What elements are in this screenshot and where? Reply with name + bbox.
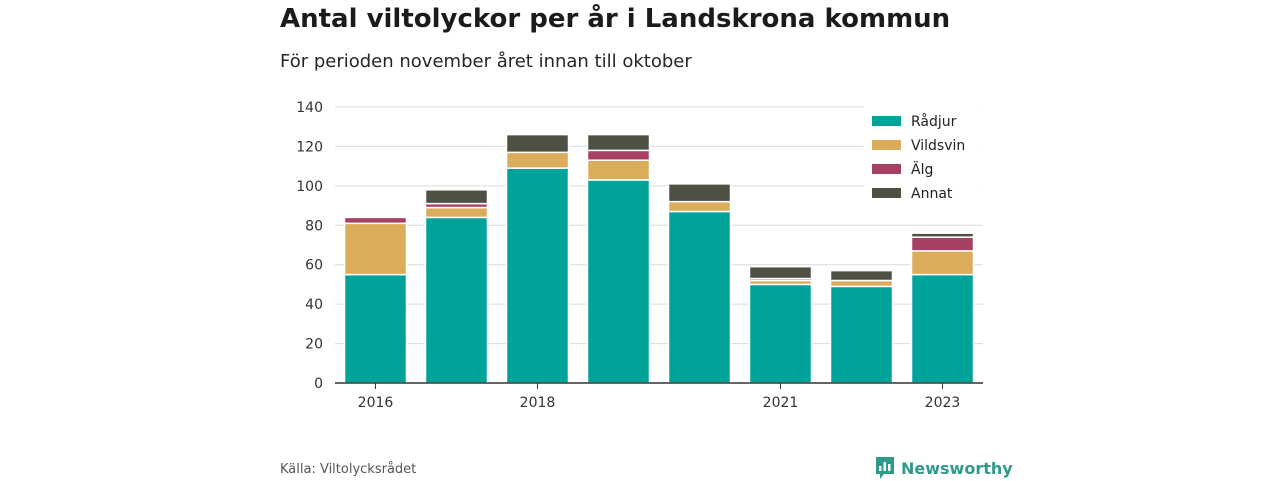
legend-swatch xyxy=(872,140,901,150)
y-tick-label: 40 xyxy=(305,297,323,313)
newsworthy-logo-icon xyxy=(876,457,894,479)
x-tick-label: 2016 xyxy=(358,395,394,411)
y-tick-label: 60 xyxy=(305,258,323,274)
bar-segment xyxy=(586,149,651,161)
bar-segment xyxy=(910,232,975,238)
bar-segment xyxy=(505,167,570,384)
bar-segment xyxy=(910,273,975,384)
x-tick-label: 2023 xyxy=(925,395,961,411)
bar-segment xyxy=(910,236,975,252)
legend-swatch xyxy=(872,116,901,126)
x-tick-label: 2018 xyxy=(520,395,556,411)
bar-segment xyxy=(748,265,813,280)
bar-segment xyxy=(586,179,651,384)
legend-swatch xyxy=(872,188,901,198)
bar-segment xyxy=(748,283,813,384)
bar-segment xyxy=(343,273,408,384)
y-tick-label: 120 xyxy=(296,139,323,155)
bar-segment xyxy=(586,133,651,152)
legend-label: Annat xyxy=(911,186,953,202)
bar-segment xyxy=(586,159,651,181)
bar-segment xyxy=(343,216,408,225)
legend-label: Älg xyxy=(911,160,933,178)
x-tick-label: 2021 xyxy=(763,395,799,411)
y-tick-label: 100 xyxy=(296,179,323,195)
brand-name: Newsworthy xyxy=(901,458,1013,478)
bar-segment xyxy=(424,206,489,219)
chart-title: Antal viltolyckor per år i Landskrona ko… xyxy=(280,4,951,34)
bar-segment xyxy=(829,279,894,288)
y-tick-label: 140 xyxy=(296,100,323,116)
bar-segment xyxy=(829,269,894,282)
bar-segment xyxy=(829,285,894,384)
legend-label: Vildsvin xyxy=(911,138,965,154)
bar-segment xyxy=(505,151,570,169)
legend-swatch xyxy=(872,164,901,174)
y-tick-label: 0 xyxy=(314,376,323,392)
brand-logo[interactable]: Newsworthy xyxy=(875,455,1013,481)
bar-segment xyxy=(505,133,570,154)
stacked-bar-chart: 0 20 40 60 80 100 120 140 2016 2018 2021 2023 Rådjur… xyxy=(296,100,983,411)
bar-segment xyxy=(424,216,489,384)
chart-subtitle: För perioden november året innan till ok… xyxy=(280,51,692,72)
bar-segment xyxy=(667,210,732,384)
bar-segment xyxy=(667,183,732,203)
source-note: Källa: Viltolycksrådet xyxy=(280,462,417,477)
bar-segment xyxy=(424,189,489,205)
bar-segment xyxy=(667,200,732,213)
legend-label: Rådjur xyxy=(911,113,957,130)
bar-segment xyxy=(910,250,975,276)
y-tick-label: 80 xyxy=(305,218,323,234)
bar-segment xyxy=(343,222,408,276)
y-tick-label: 20 xyxy=(305,337,323,353)
